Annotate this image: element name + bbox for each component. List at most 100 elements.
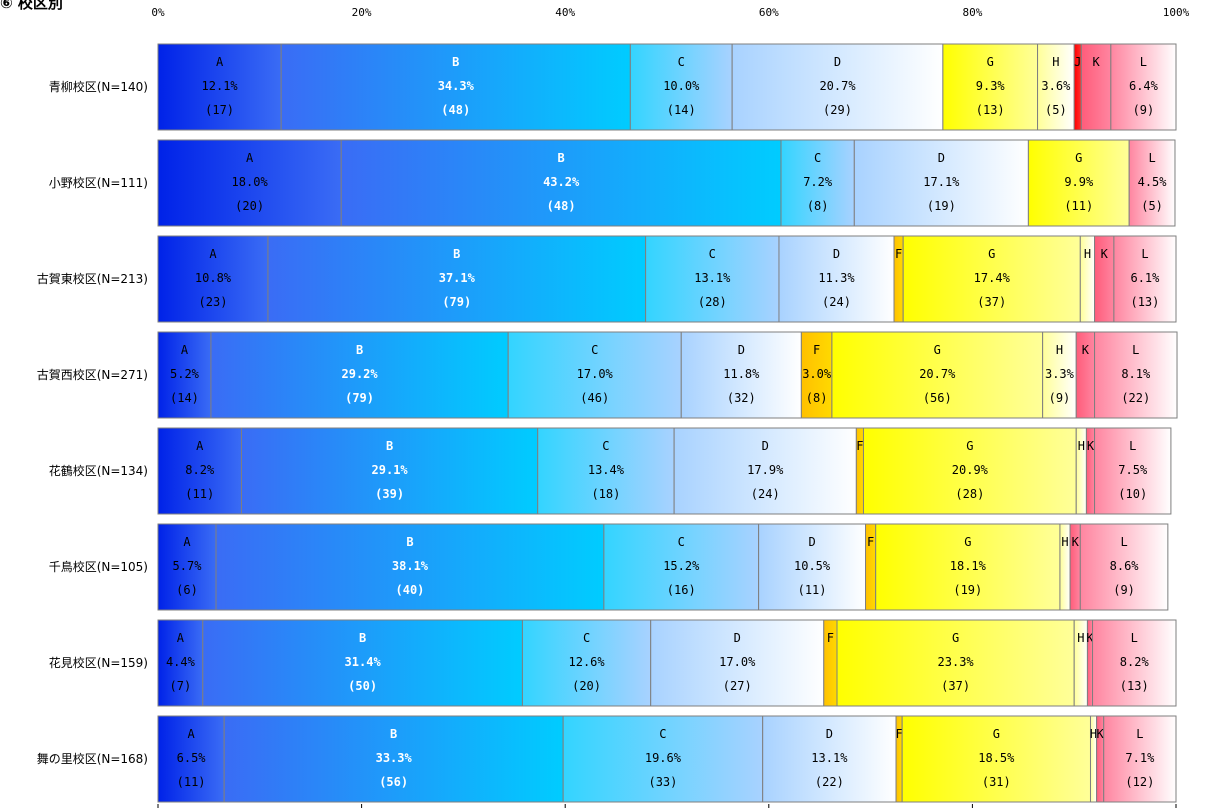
bar-segment-l bbox=[1103, 715, 1177, 803]
segment-key-label: B bbox=[356, 343, 363, 357]
segment-key-label: L bbox=[1140, 55, 1147, 69]
segment-key-label: H bbox=[1052, 55, 1059, 69]
segment-key-label: C bbox=[678, 535, 685, 549]
segment-count-label: (39) bbox=[375, 487, 404, 501]
segment-key-label: D bbox=[834, 55, 841, 69]
segment-percent-label: 17.0% bbox=[577, 367, 614, 381]
segment-key-label: F bbox=[813, 343, 820, 357]
segment-key-label: C bbox=[583, 631, 590, 645]
bar-segment-c bbox=[780, 139, 855, 227]
segment-percent-label: 37.1% bbox=[439, 271, 476, 285]
segment-count-label: (27) bbox=[723, 679, 752, 693]
bar-segment-a bbox=[157, 427, 242, 515]
bar-segment-a bbox=[157, 235, 269, 323]
segment-key-label: B bbox=[452, 55, 459, 69]
segment-key-label: L bbox=[1129, 439, 1136, 453]
segment-count-label: (14) bbox=[170, 391, 199, 405]
segment-key-label: L bbox=[1120, 535, 1127, 549]
bar-segment-f bbox=[800, 331, 833, 419]
segment-key-label: L bbox=[1132, 343, 1139, 357]
bar-segment-c bbox=[629, 43, 733, 131]
segment-count-label: (56) bbox=[379, 775, 408, 789]
segment-key-label: C bbox=[591, 343, 598, 357]
bar-segment-c bbox=[507, 331, 682, 419]
segment-count-label: (79) bbox=[442, 295, 471, 309]
bar-segment-l bbox=[1092, 619, 1177, 707]
bar-segment-d bbox=[778, 235, 895, 323]
segment-key-label: G bbox=[952, 631, 959, 645]
bar-row: 小野校区(N=111) A 18.0% (20) B 43.2% (48) C 7.2% (8) D… bbox=[49, 139, 1176, 227]
segment-key-label: F bbox=[856, 439, 863, 453]
segment-percent-label: 7.2% bbox=[803, 175, 833, 189]
segment-key-label: G bbox=[966, 439, 973, 453]
segment-percent-label: 12.1% bbox=[202, 79, 239, 93]
segment-key-label: K bbox=[1086, 631, 1094, 645]
segment-key-label: G bbox=[934, 343, 941, 357]
segment-percent-label: 29.1% bbox=[372, 463, 409, 477]
segment-key-label: C bbox=[602, 439, 609, 453]
segment-count-label: (50) bbox=[348, 679, 377, 693]
segment-key-label: K bbox=[1072, 535, 1080, 549]
segment-key-label: B bbox=[406, 535, 413, 549]
bar-segment-g bbox=[902, 235, 1081, 323]
bar-segment-g bbox=[836, 619, 1075, 707]
bar-segment-a bbox=[157, 43, 282, 131]
segment-key-label: D bbox=[826, 727, 833, 741]
x-tick-label: 60% bbox=[759, 6, 779, 19]
segment-key-label: G bbox=[964, 535, 971, 549]
bottom-axis bbox=[157, 804, 1177, 808]
segment-count-label: (48) bbox=[441, 103, 470, 117]
bar-row: 古賀東校区(N=213) A 10.8% (23) B 37.1% (79) C 13.1% (2… bbox=[37, 235, 1177, 323]
segment-count-label: (12) bbox=[1125, 775, 1154, 789]
bar-segment-d bbox=[853, 139, 1029, 227]
segment-count-label: (10) bbox=[1118, 487, 1147, 501]
x-axis: 0% 20% 40% 60% 80% 100% bbox=[151, 6, 1189, 19]
category-label: 花見校区(N=159) bbox=[49, 655, 148, 670]
segment-key-label: D bbox=[734, 631, 741, 645]
segment-key-label: A bbox=[187, 727, 195, 741]
bar-segment-d bbox=[731, 43, 944, 131]
bar-segment-l bbox=[1113, 235, 1177, 323]
bar-segment-d bbox=[758, 523, 867, 611]
segment-count-label: (17) bbox=[205, 103, 234, 117]
category-label: 古賀西校区(N=271) bbox=[37, 367, 148, 382]
segment-count-label: (9) bbox=[1049, 391, 1071, 405]
segment-count-label: (28) bbox=[955, 487, 984, 501]
segment-percent-label: 20.7% bbox=[819, 79, 856, 93]
segment-percent-label: 3.6% bbox=[1041, 79, 1071, 93]
segment-key-label: H bbox=[1078, 439, 1085, 453]
bar-segment-g bbox=[875, 523, 1061, 611]
segment-count-label: (7) bbox=[170, 679, 192, 693]
bar-segment-d bbox=[650, 619, 825, 707]
segment-percent-label: 4.4% bbox=[166, 655, 196, 669]
segment-count-label: (56) bbox=[923, 391, 952, 405]
x-tick-label: 100% bbox=[1163, 6, 1190, 19]
segment-key-label: C bbox=[709, 247, 716, 261]
segment-key-label: C bbox=[814, 151, 821, 165]
bar-segment-g bbox=[942, 43, 1039, 131]
segment-count-label: (11) bbox=[798, 583, 827, 597]
segment-count-label: (33) bbox=[648, 775, 677, 789]
segment-percent-label: 43.2% bbox=[543, 175, 580, 189]
segment-key-label: D bbox=[808, 535, 815, 549]
segment-key-label: F bbox=[867, 535, 874, 549]
segment-count-label: (28) bbox=[698, 295, 727, 309]
bar-segment-g bbox=[901, 715, 1091, 803]
segment-count-label: (8) bbox=[806, 391, 828, 405]
segment-count-label: (11) bbox=[1064, 199, 1093, 213]
segment-percent-label: 10.0% bbox=[663, 79, 700, 93]
segment-count-label: (6) bbox=[176, 583, 198, 597]
x-tick-label: 20% bbox=[352, 6, 372, 19]
segment-count-label: (11) bbox=[185, 487, 214, 501]
bar-segment-b bbox=[223, 715, 564, 803]
segment-percent-label: 9.3% bbox=[976, 79, 1006, 93]
bar-segment-g bbox=[1027, 139, 1130, 227]
segment-key-label: A bbox=[209, 247, 217, 261]
segment-count-label: (14) bbox=[667, 103, 696, 117]
segment-count-label: (13) bbox=[976, 103, 1005, 117]
segment-count-label: (24) bbox=[751, 487, 780, 501]
segment-key-label: C bbox=[659, 727, 666, 741]
segment-count-label: (31) bbox=[982, 775, 1011, 789]
bar-segment-g bbox=[831, 331, 1044, 419]
segment-percent-label: 18.1% bbox=[950, 559, 987, 573]
